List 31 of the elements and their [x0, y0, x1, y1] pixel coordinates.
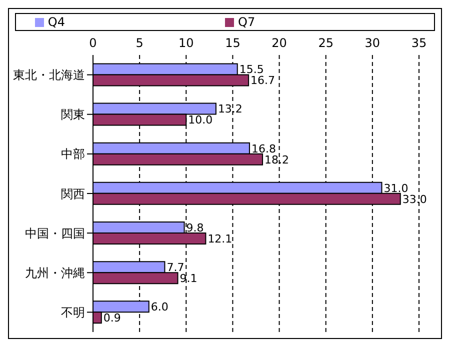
- y-tick-label: 関東: [61, 108, 85, 122]
- y-tick-label: 九州・沖縄: [25, 266, 85, 280]
- data-label: 13.2: [218, 102, 242, 116]
- x-tick-label: 15: [225, 36, 240, 50]
- y-tick-label: 東北・北海道: [13, 68, 85, 82]
- x-tick-label: 25: [318, 36, 334, 50]
- data-label: 10.0: [188, 114, 213, 127]
- data-label: 31.0: [384, 182, 408, 195]
- data-label: 9.8: [186, 221, 204, 234]
- x-tick-label: 10: [178, 36, 194, 50]
- data-label: 16.8: [251, 142, 276, 156]
- x-tick-label: 30: [364, 36, 380, 50]
- x-tick-label: 5: [136, 36, 144, 50]
- legend-label: Q7: [238, 15, 256, 29]
- x-tick-label: 35: [411, 36, 427, 50]
- data-label: 6.0: [150, 300, 168, 314]
- y-tick-label: 不明: [61, 305, 85, 320]
- data-label: 9.1: [180, 272, 198, 285]
- data-label: 18.2: [264, 153, 290, 166]
- data-label: 15.5: [239, 63, 264, 76]
- legend-label: Q4: [48, 15, 65, 29]
- y-tick-label: 関西: [61, 186, 85, 201]
- data-label: 7.7: [166, 260, 184, 274]
- x-tick-label: 0: [89, 36, 97, 50]
- y-tick-label: 中国・四国: [25, 226, 85, 240]
- x-tick-label: 20: [272, 36, 287, 50]
- y-tick-label: 中部: [61, 147, 85, 162]
- data-label: 33.0: [402, 192, 427, 206]
- data-label: 12.1: [208, 232, 232, 246]
- data-label: 16.7: [250, 74, 276, 88]
- data-label: 0.9: [103, 312, 121, 325]
